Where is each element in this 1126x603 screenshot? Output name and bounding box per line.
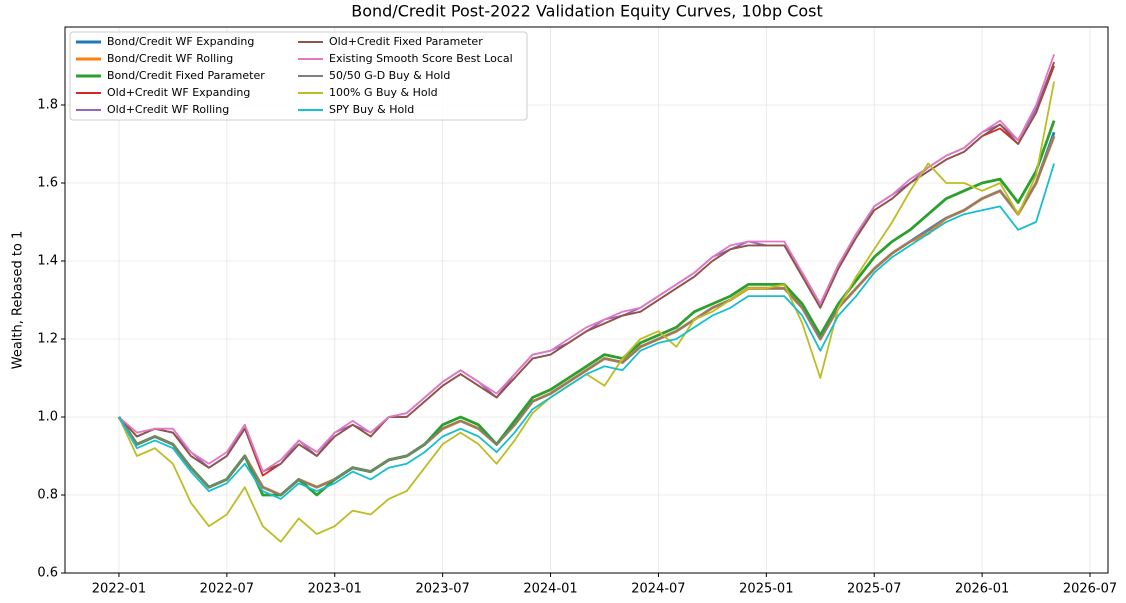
- y-tick-label: 1.0: [37, 410, 58, 425]
- y-tick-label: 0.8: [37, 488, 58, 503]
- legend-label: Old+Credit WF Expanding: [107, 86, 250, 99]
- legend-label: 50/50 G-D Buy & Hold: [329, 69, 450, 82]
- x-tick-label: 2025-07: [847, 582, 901, 597]
- legend-label: Bond/Credit WF Expanding: [107, 35, 254, 48]
- chart-title: Bond/Credit Post-2022 Validation Equity …: [351, 2, 823, 21]
- y-tick-label: 0.6: [37, 566, 58, 581]
- series-line: [118, 65, 1055, 477]
- series-line: [118, 81, 1055, 543]
- series-line: [118, 61, 1055, 473]
- x-tick-label: 2022-01: [92, 582, 146, 597]
- x-tick-label: 2023-07: [415, 582, 469, 597]
- x-tick-label: 2024-01: [523, 582, 577, 597]
- series-line: [118, 53, 1055, 473]
- x-tick-label: 2024-07: [631, 582, 685, 597]
- legend: Bond/Credit WF Expanding Bond/Credit WF R…: [69, 31, 528, 121]
- x-tick-label: 2025-01: [739, 582, 793, 597]
- y-tick-label: 1.4: [37, 254, 58, 269]
- series-line: [117, 120, 1056, 497]
- y-tick-label: 1.6: [37, 176, 58, 191]
- x-tick-label: 2026-07: [1063, 582, 1117, 597]
- legend-label: Old+Credit Fixed Parameter: [329, 35, 483, 48]
- legend-label: 100% G Buy & Hold: [329, 86, 438, 99]
- y-tick-label: 1.8: [37, 98, 58, 113]
- series-line: [117, 135, 1056, 497]
- legend-label: Existing Smooth Score Best Local: [329, 52, 513, 65]
- series-line: [118, 135, 1055, 496]
- y-tick-label: 1.2: [37, 332, 58, 347]
- series-line: [118, 163, 1055, 500]
- legend-label: Bond/Credit WF Rolling: [107, 52, 233, 65]
- x-tick-label: 2023-01: [308, 582, 362, 597]
- x-tick-label: 2026-01: [955, 582, 1009, 597]
- legend-label: Bond/Credit Fixed Parameter: [107, 69, 265, 82]
- y-axis-label: Wealth, Rebased to 1: [11, 231, 26, 370]
- legend-label: Old+Credit WF Rolling: [107, 103, 229, 116]
- x-tick-label: 2022-07: [200, 582, 254, 597]
- legend-label: SPY Buy & Hold: [329, 103, 414, 116]
- plot-frame: [64, 26, 1109, 574]
- series-line: [118, 61, 1055, 473]
